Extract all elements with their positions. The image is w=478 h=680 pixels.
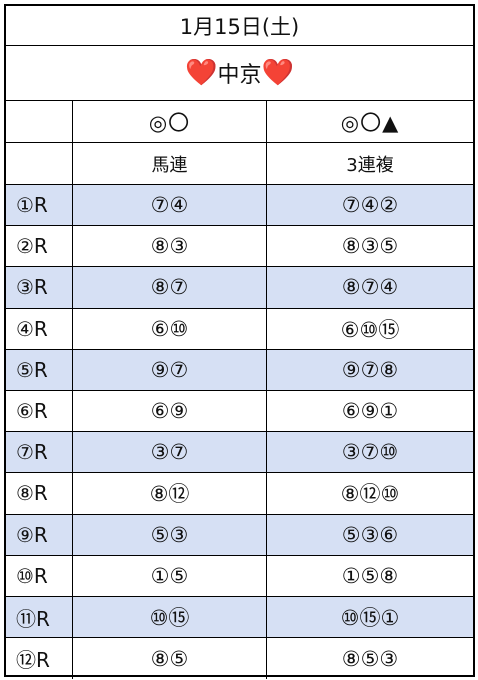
symbol-header-row: ◎〇 ◎〇▲	[6, 101, 473, 143]
sanrenpuku-pick: ⑧⑦④	[341, 275, 399, 300]
umaren-header: 馬連	[73, 143, 267, 184]
sanrenpuku-pick: ⑦④②	[341, 193, 399, 218]
race-number: ②R	[6, 226, 73, 267]
race-row: ⑩R ①⑤ ①⑤⑧	[6, 555, 473, 597]
umaren-pick: ⑥⑨	[73, 391, 267, 432]
race-number: ⑤R	[6, 349, 73, 390]
race-row: ③R ⑧⑦ ⑧⑦④	[6, 267, 473, 309]
race-row: ②R ⑧③ ⑧③⑤	[6, 226, 473, 268]
sanrenpuku-pick: ①⑤⑧	[341, 563, 399, 588]
race-number: ①R	[6, 185, 73, 226]
race-row: ⑪R ⑩⑮ ⑩⑮①	[6, 597, 473, 639]
race-row: ⑥R ⑥⑨ ⑥⑨①	[6, 391, 473, 433]
race-row: ④R ⑥⑩ ⑥⑩⑮	[6, 308, 473, 350]
race-number: ⑪R	[6, 597, 73, 638]
sanrenpuku-pick: ⑥⑩⑮	[340, 317, 400, 342]
race-number: ⑫R	[6, 638, 73, 680]
umaren-pick: ⑧⑫	[73, 473, 267, 514]
prediction-sheet: 1月15日(土) ❤️ 中京 ❤️ ◎〇 ◎〇▲ 馬連 3連複 ①R ⑦④ ⑦④② ②…	[4, 4, 475, 680]
title-row: 1月15日(土)	[6, 6, 473, 46]
umaren-pick: ①⑤	[73, 555, 267, 596]
race-row: ⑨R ⑤③ ⑤③⑥	[6, 514, 473, 556]
umaren-pick: ⑥⑩	[73, 308, 267, 349]
sanrenpuku-pick: ⑧⑫⑩	[340, 482, 400, 507]
umaren-pick: ⑨⑦	[73, 349, 267, 390]
venue-row: ❤️ 中京 ❤️	[6, 46, 473, 101]
race-number: ⑥R	[6, 391, 73, 432]
umaren-symbols: ◎〇	[73, 101, 267, 142]
heart-icon: ❤️	[185, 58, 218, 88]
race-row: ①R ⑦④ ⑦④②	[6, 185, 473, 227]
empty-header-cell	[6, 143, 73, 184]
heart-icon: ❤️	[261, 58, 294, 88]
race-row: ⑤R ⑨⑦ ⑨⑦⑧	[6, 349, 473, 391]
race-number: ⑦R	[6, 432, 73, 473]
race-number: ⑩R	[6, 555, 73, 596]
umaren-pick: ⑤③	[73, 514, 267, 555]
bet-type-header-row: 馬連 3連複	[6, 143, 473, 185]
race-row: ⑧R ⑧⑫ ⑧⑫⑩	[6, 473, 473, 515]
empty-header-cell	[6, 101, 73, 142]
sanrenpuku-header: 3連複	[346, 154, 394, 176]
sanrenpuku-pick: ⑩⑮①	[340, 606, 400, 631]
sanrenpuku-pick: ③⑦⑩	[341, 440, 399, 465]
umaren-pick: ⑧③	[73, 226, 267, 267]
sanrenpuku-pick: ⑨⑦⑧	[341, 357, 399, 382]
umaren-pick: ⑦④	[73, 185, 267, 226]
umaren-pick: ⑧⑦	[73, 267, 267, 308]
race-number: ④R	[6, 308, 73, 349]
sanrenpuku-pick: ⑥⑨①	[341, 399, 399, 424]
sanrenpuku-pick: ⑧③⑤	[341, 234, 399, 259]
race-number: ⑧R	[6, 473, 73, 514]
race-number: ⑨R	[6, 514, 73, 555]
venue-name: 中京	[217, 63, 262, 88]
sanrenpuku-pick: ⑤③⑥	[341, 522, 399, 547]
umaren-pick: ⑩⑮	[73, 597, 267, 638]
race-row: ⑫R ⑧⑤ ⑧⑤③	[6, 638, 473, 680]
date-title: 1月15日(土)	[179, 14, 300, 39]
umaren-pick: ③⑦	[73, 432, 267, 473]
sanrenpuku-symbols: ◎〇▲	[340, 110, 400, 135]
sanrenpuku-pick: ⑧⑤③	[341, 646, 399, 671]
race-row: ⑦R ③⑦ ③⑦⑩	[6, 432, 473, 474]
race-number: ③R	[6, 267, 73, 308]
umaren-pick: ⑧⑤	[73, 638, 267, 680]
venue-title: ❤️ 中京 ❤️	[6, 46, 473, 100]
